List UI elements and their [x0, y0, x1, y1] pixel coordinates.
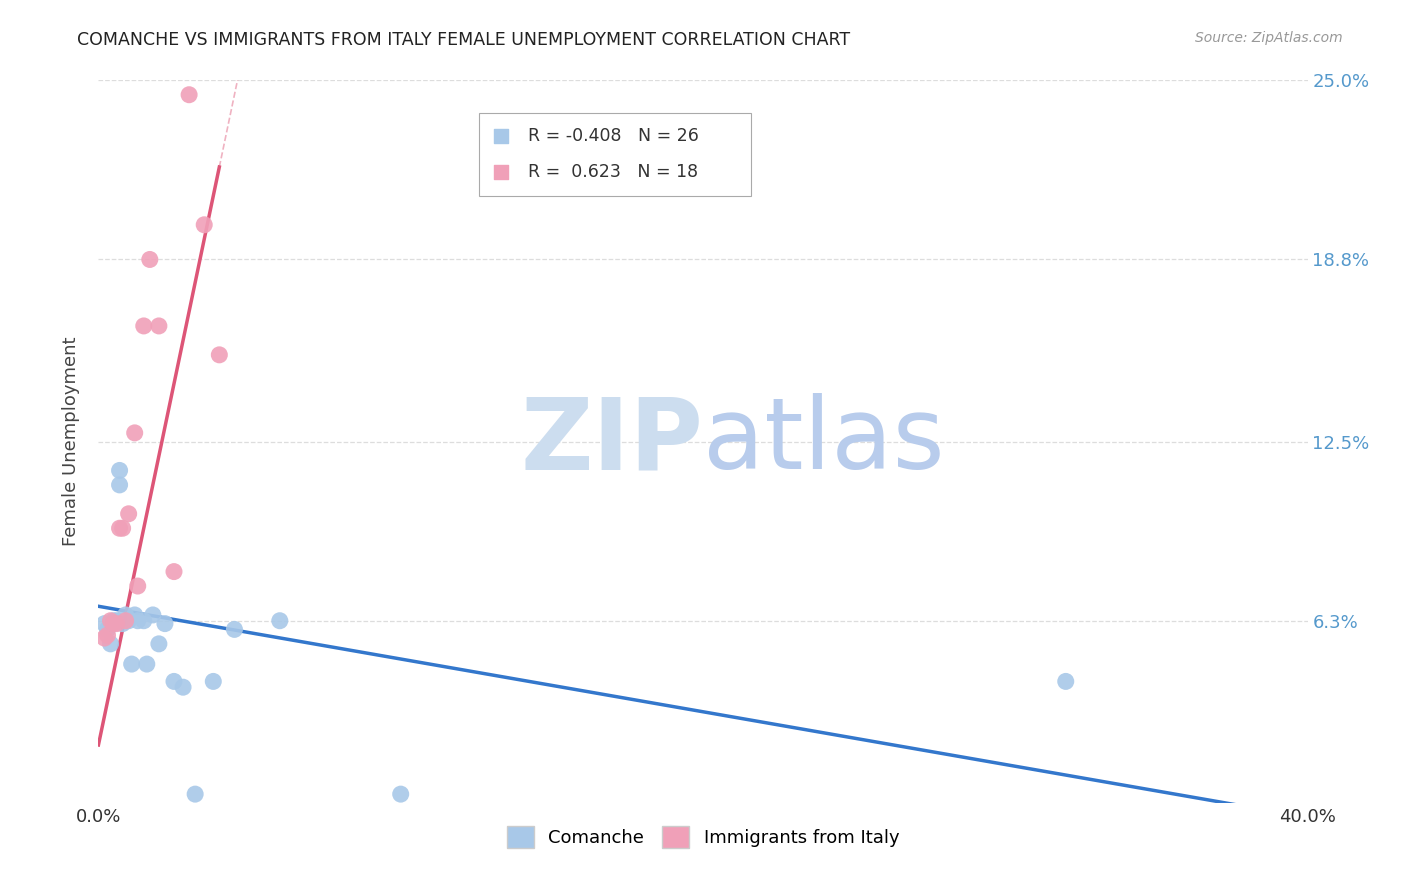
Point	[127, 614, 149, 628]
Point	[100, 614, 122, 628]
Point	[118, 507, 141, 521]
Point	[148, 637, 170, 651]
Point	[163, 565, 186, 579]
Point	[127, 579, 149, 593]
Point	[105, 616, 128, 631]
Point	[93, 616, 115, 631]
Point	[132, 318, 155, 333]
Point	[96, 623, 118, 637]
Point	[142, 607, 165, 622]
Point	[184, 787, 207, 801]
Point	[103, 614, 125, 628]
Point	[179, 87, 201, 102]
Point	[172, 680, 194, 694]
Point	[103, 616, 125, 631]
Point	[269, 614, 291, 628]
Text: R = -0.408   N = 26: R = -0.408 N = 26	[527, 127, 699, 145]
Point	[124, 607, 146, 622]
Point	[139, 252, 162, 267]
Point	[105, 614, 128, 628]
Point	[163, 674, 186, 689]
Point	[132, 614, 155, 628]
Point	[114, 614, 136, 628]
Point	[96, 628, 118, 642]
Point	[224, 623, 246, 637]
Point	[100, 637, 122, 651]
Text: COMANCHE VS IMMIGRANTS FROM ITALY FEMALE UNEMPLOYMENT CORRELATION CHART: COMANCHE VS IMMIGRANTS FROM ITALY FEMALE…	[77, 31, 851, 49]
FancyBboxPatch shape	[479, 112, 751, 196]
Point	[208, 348, 231, 362]
Point	[93, 631, 115, 645]
Point	[124, 425, 146, 440]
Point	[121, 657, 143, 671]
Point	[389, 787, 412, 801]
Text: ZIP: ZIP	[520, 393, 703, 490]
Point	[108, 521, 131, 535]
Point	[1054, 674, 1077, 689]
Point	[108, 478, 131, 492]
Point	[111, 521, 134, 535]
Point	[148, 318, 170, 333]
Point	[135, 657, 157, 671]
Y-axis label: Female Unemployment: Female Unemployment	[62, 337, 80, 546]
Point	[153, 616, 176, 631]
Text: R =  0.623   N = 18: R = 0.623 N = 18	[527, 163, 697, 181]
Text: Source: ZipAtlas.com: Source: ZipAtlas.com	[1195, 31, 1343, 45]
Point	[118, 614, 141, 628]
Legend: Comanche, Immigrants from Italy: Comanche, Immigrants from Italy	[499, 819, 907, 855]
Point	[202, 674, 225, 689]
Point	[108, 463, 131, 477]
Point	[111, 616, 134, 631]
Text: atlas: atlas	[703, 393, 945, 490]
Point	[114, 607, 136, 622]
Point	[193, 218, 215, 232]
